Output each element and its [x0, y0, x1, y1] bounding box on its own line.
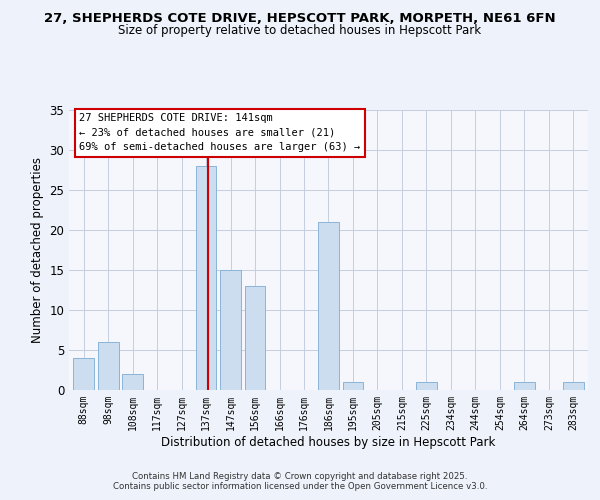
Bar [318, 222, 339, 390]
Bar [98, 342, 119, 390]
Bar [514, 382, 535, 390]
Bar [122, 374, 143, 390]
Bar [245, 286, 265, 390]
Text: Contains HM Land Registry data © Crown copyright and database right 2025.: Contains HM Land Registry data © Crown c… [132, 472, 468, 481]
Text: Contains public sector information licensed under the Open Government Licence v3: Contains public sector information licen… [113, 482, 487, 491]
Bar [73, 358, 94, 390]
Bar [343, 382, 364, 390]
X-axis label: Distribution of detached houses by size in Hepscott Park: Distribution of detached houses by size … [161, 436, 496, 448]
Bar [196, 166, 217, 390]
Bar [416, 382, 437, 390]
Y-axis label: Number of detached properties: Number of detached properties [31, 157, 44, 343]
Bar [220, 270, 241, 390]
Bar [563, 382, 584, 390]
Text: 27 SHEPHERDS COTE DRIVE: 141sqm
← 23% of detached houses are smaller (21)
69% of: 27 SHEPHERDS COTE DRIVE: 141sqm ← 23% of… [79, 113, 361, 152]
Text: Size of property relative to detached houses in Hepscott Park: Size of property relative to detached ho… [118, 24, 482, 37]
Text: 27, SHEPHERDS COTE DRIVE, HEPSCOTT PARK, MORPETH, NE61 6FN: 27, SHEPHERDS COTE DRIVE, HEPSCOTT PARK,… [44, 12, 556, 26]
